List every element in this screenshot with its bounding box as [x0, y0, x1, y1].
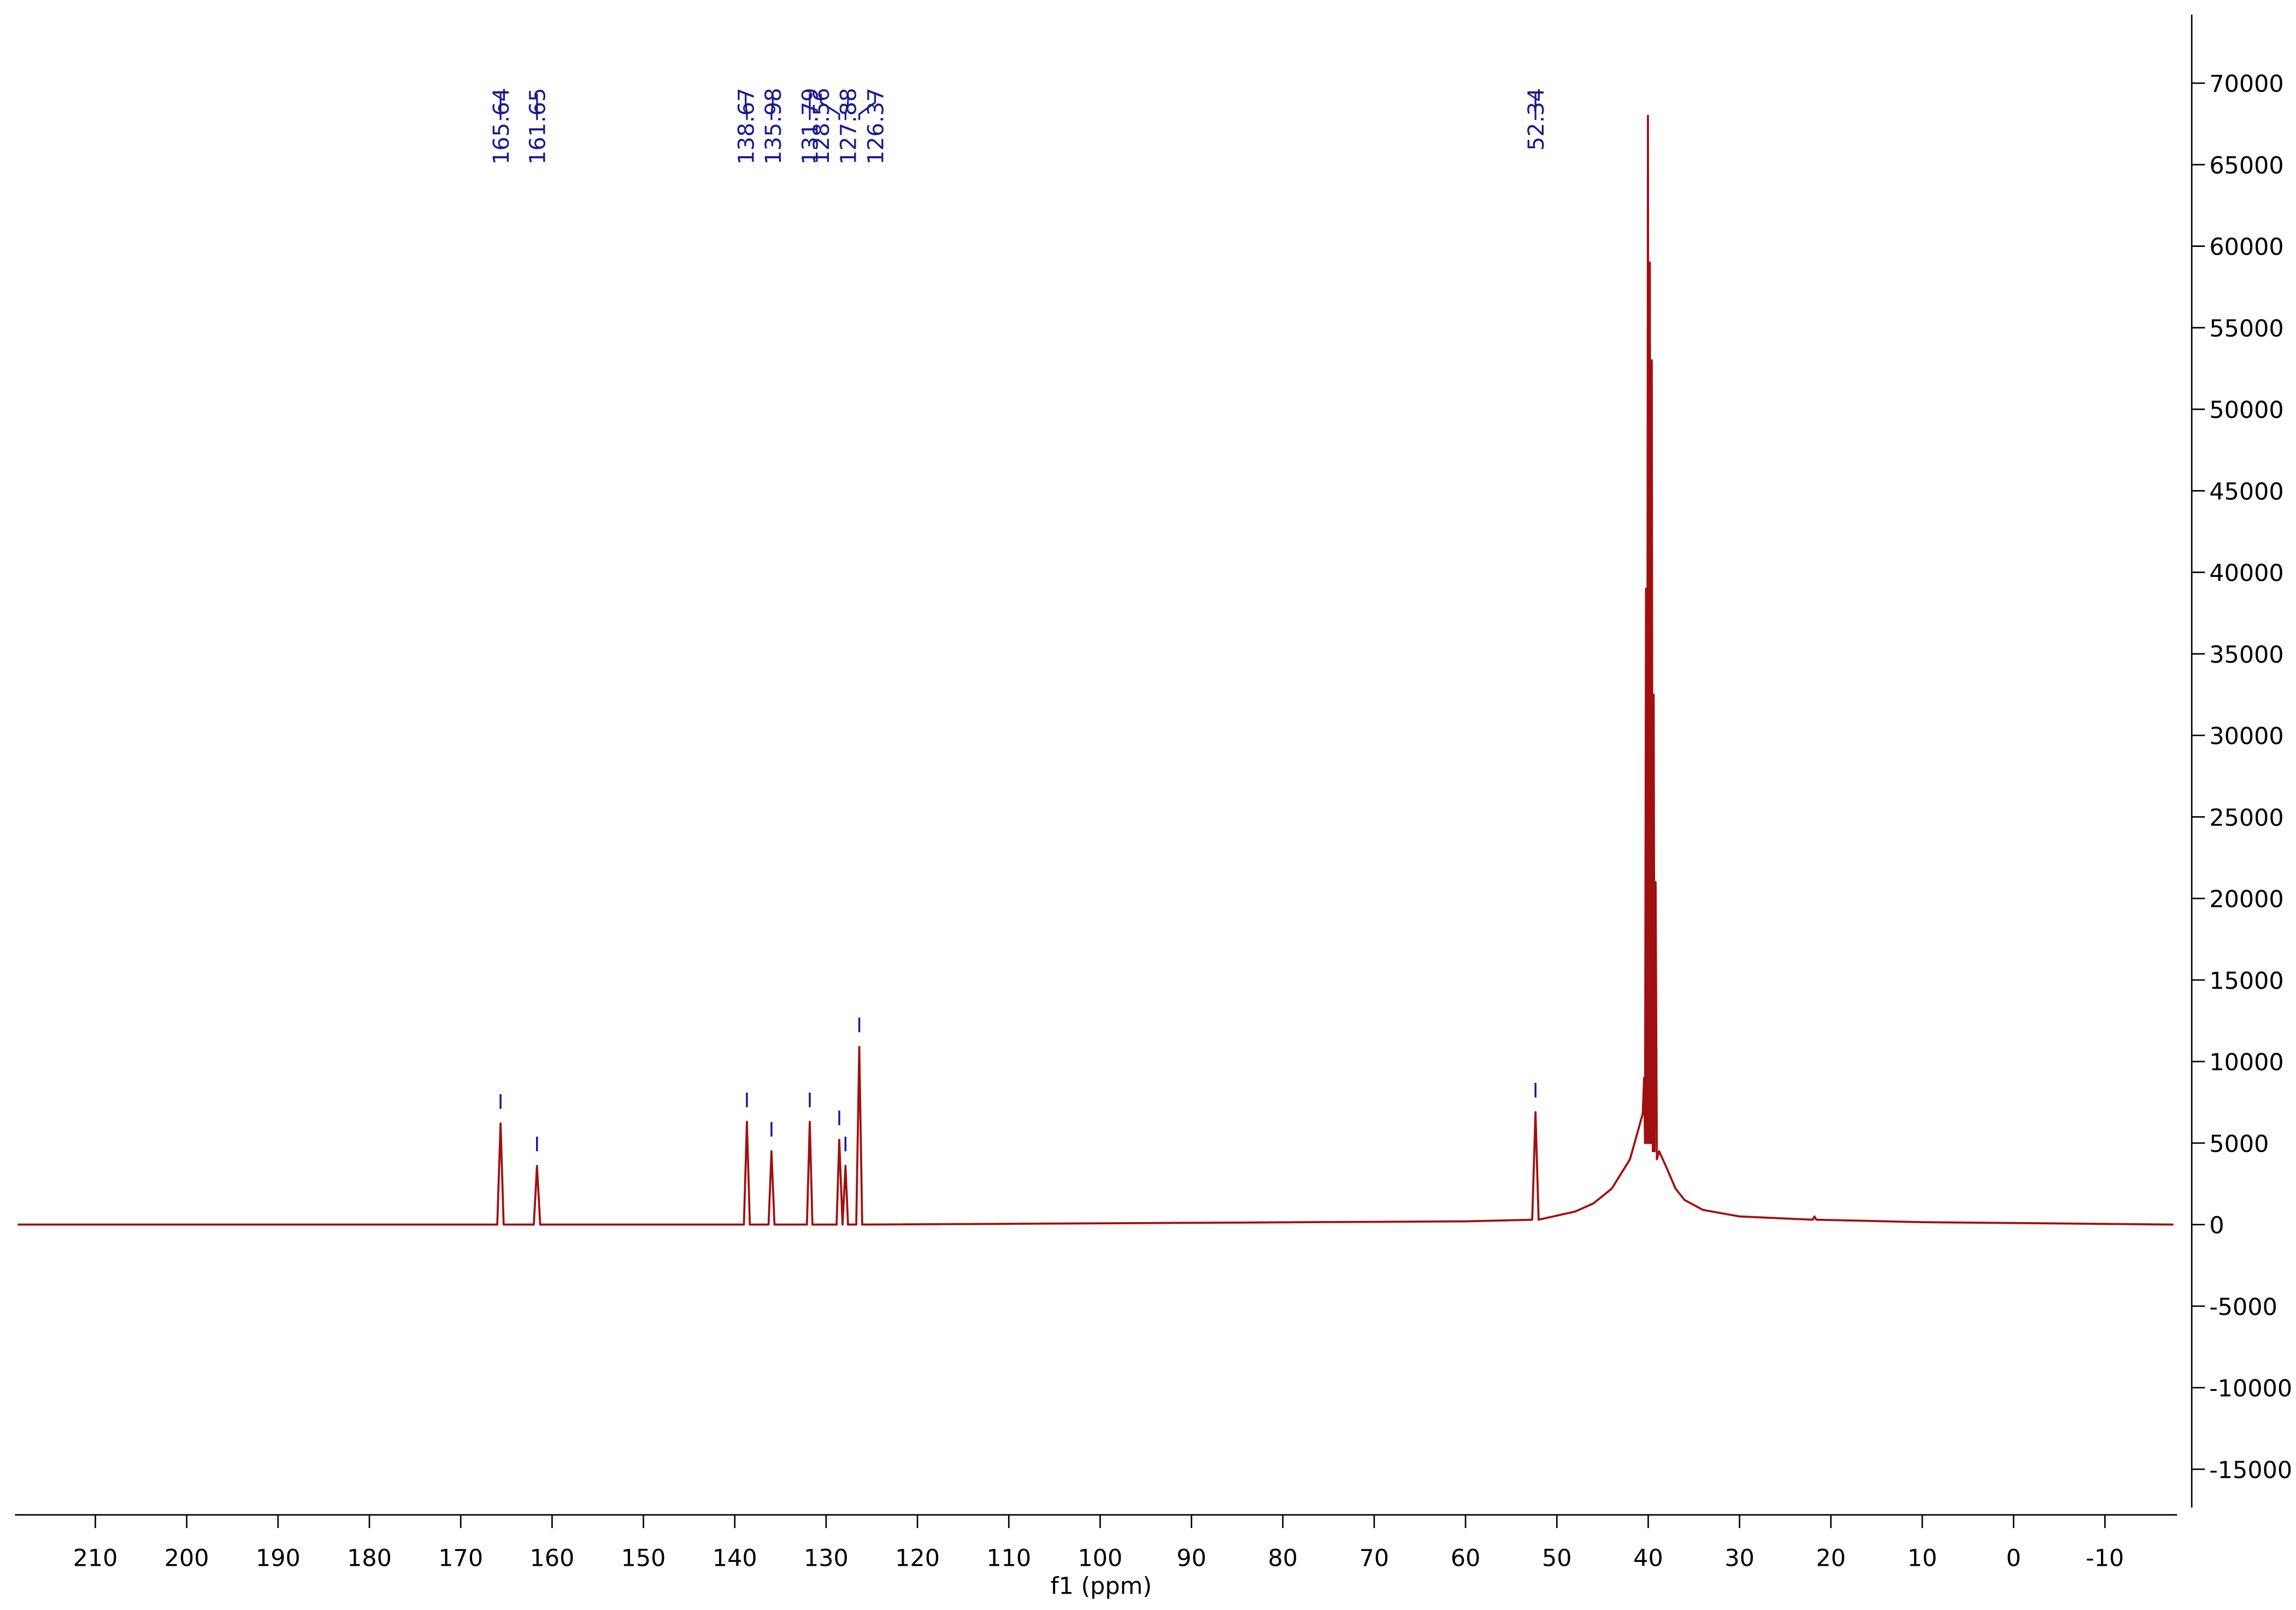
- y-tick-label: 55000: [2209, 315, 2283, 343]
- x-tick-label: 20: [1816, 1545, 1846, 1572]
- x-tick-label: 120: [895, 1545, 940, 1572]
- x-tick-label: 70: [1359, 1545, 1390, 1572]
- peak-label: 126.37: [863, 88, 888, 165]
- x-tick-label: 170: [438, 1545, 483, 1572]
- x-tick-label: 130: [804, 1545, 849, 1572]
- peak-label: 127.88: [837, 88, 862, 165]
- x-tick-label: 90: [1176, 1545, 1206, 1572]
- peak-label: 128.56: [809, 88, 834, 165]
- x-tick-label: 150: [621, 1545, 666, 1572]
- y-tick-label: 70000: [2209, 70, 2283, 98]
- y-tick-label: 5000: [2209, 1130, 2269, 1158]
- x-tick-label: 200: [164, 1545, 209, 1572]
- peak-connector: [858, 93, 876, 120]
- x-tick-label: 50: [1542, 1545, 1572, 1572]
- peak-connector: [820, 93, 840, 120]
- peak-connector: [770, 93, 774, 120]
- x-tick-label: 10: [1908, 1545, 1938, 1572]
- peak-label: 161.65: [526, 88, 551, 165]
- y-tick-label: 10000: [2209, 1049, 2283, 1076]
- y-tick-label: 60000: [2209, 234, 2283, 261]
- y-tick-label: 30000: [2209, 723, 2283, 750]
- y-tick-label: 40000: [2209, 560, 2283, 587]
- y-tick-label: 0: [2209, 1212, 2224, 1240]
- x-tick-label: -10: [2086, 1545, 2124, 1572]
- x-tick-label: 210: [73, 1545, 118, 1572]
- x-tick-label: 190: [256, 1545, 301, 1572]
- y-tick-label: 15000: [2209, 968, 2283, 995]
- x-tick-label: 180: [347, 1545, 392, 1572]
- peak-label: 131.79: [798, 88, 823, 165]
- x-tick-label: 80: [1268, 1545, 1298, 1572]
- x-axis-label: f1 (ppm): [1050, 1573, 1152, 1600]
- y-tick-label: -10000: [2209, 1375, 2292, 1402]
- y-tick-label: 50000: [2209, 397, 2283, 424]
- peak-label: 52.34: [1524, 88, 1549, 151]
- x-tick-label: 140: [713, 1545, 757, 1572]
- x-tick-label: 0: [2006, 1545, 2021, 1572]
- x-tick-label: 160: [529, 1545, 574, 1572]
- y-tick-label: 25000: [2209, 804, 2283, 831]
- x-tick-label: 30: [1724, 1545, 1755, 1572]
- x-tick-label: 110: [986, 1545, 1031, 1572]
- y-tick-label: -5000: [2209, 1294, 2277, 1321]
- spectrum-line: [17, 114, 2174, 1226]
- x-tick-label: 100: [1078, 1545, 1123, 1572]
- y-tick-label: 45000: [2209, 478, 2283, 505]
- peak-connector: [844, 93, 849, 120]
- x-tick-label: 60: [1451, 1545, 1481, 1572]
- x-tick-label: 40: [1633, 1545, 1663, 1572]
- peak-label: 165.64: [489, 88, 514, 165]
- peak-label: 138.67: [734, 88, 759, 165]
- y-tick-label: 35000: [2209, 641, 2283, 669]
- y-tick-label: -15000: [2209, 1456, 2292, 1484]
- peak-connector: [745, 93, 748, 120]
- peak-label: 135.98: [761, 88, 786, 165]
- y-tick-label: 20000: [2209, 886, 2283, 913]
- y-tick-label: 65000: [2209, 152, 2283, 179]
